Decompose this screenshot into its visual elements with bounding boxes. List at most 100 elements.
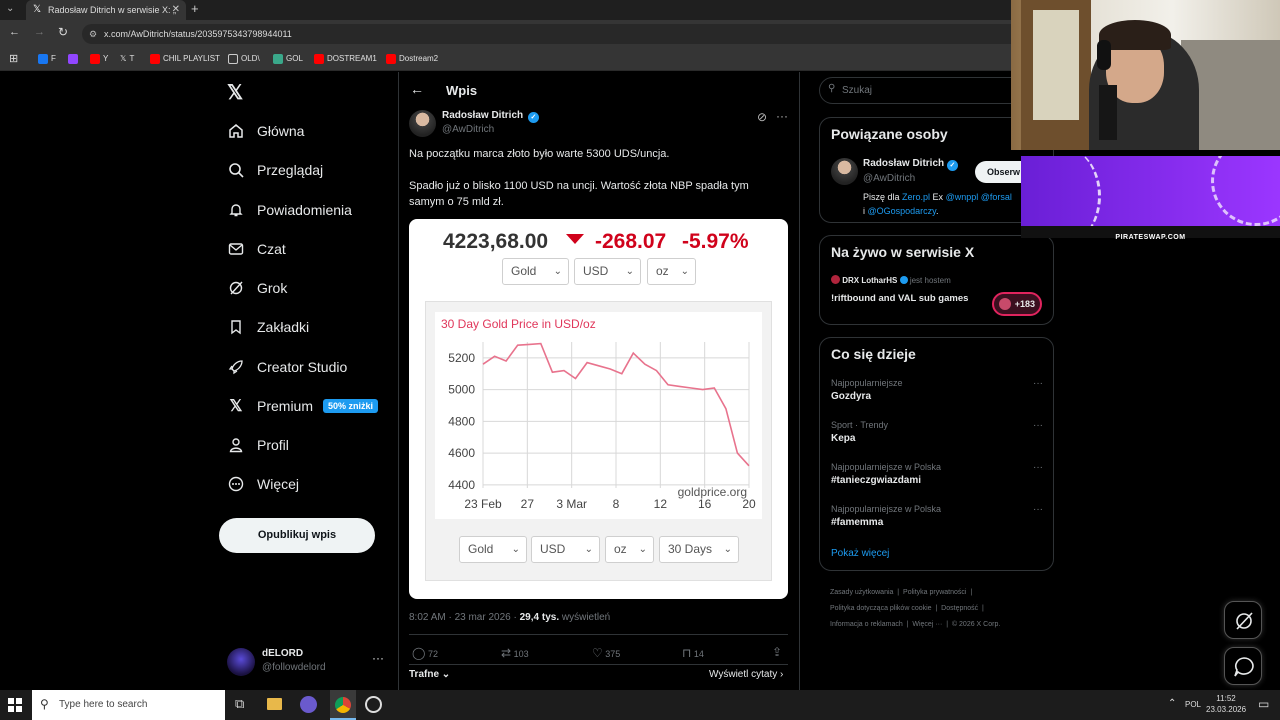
metal-select-bottom[interactable]: Gold ⌄ bbox=[459, 536, 527, 563]
grok-float-button[interactable] bbox=[1224, 601, 1262, 639]
post-timestamp[interactable]: 8:02 AM · 23 mar 2026 · bbox=[409, 612, 520, 623]
task-view-icon[interactable]: ⧉ bbox=[235, 696, 245, 711]
clock[interactable]: 11:52 23.03.2026 bbox=[1206, 693, 1246, 715]
trend-item[interactable]: Najpopularniejsze Gozdyra ··· bbox=[831, 378, 1043, 408]
bookmark-gol[interactable]: GOL bbox=[273, 47, 303, 71]
bookmark-f[interactable]: F bbox=[38, 47, 56, 71]
sidebar-item-explore[interactable]: Przeglądaj bbox=[227, 155, 323, 185]
chevron-down-icon: ⌄ bbox=[638, 544, 647, 555]
live-description[interactable]: !riftbound and VAL sub games bbox=[831, 293, 969, 304]
bookmark-twitch[interactable] bbox=[68, 47, 81, 71]
gold-price-widget[interactable]: 4223,68.00 -268.07 -5.97% Gold ⌄ USD ⌄ oz ⌄… bbox=[409, 219, 788, 599]
sidebar-item-premium[interactable]: 𝕏 Premium 50% zniżki bbox=[227, 391, 379, 421]
trend-item[interactable]: Sport · Trendy Kepa ··· bbox=[831, 420, 1043, 450]
sidebar-item-chat[interactable]: Czat bbox=[227, 234, 286, 264]
view-quotes-link[interactable]: Wyświetl cytaty › bbox=[709, 669, 784, 680]
live-listeners-badge[interactable]: +183 bbox=[992, 292, 1042, 316]
site-info-icon[interactable]: ⚙ bbox=[89, 29, 98, 39]
footer-link[interactable]: Więcej ··· bbox=[912, 621, 943, 628]
sidebar-item-creator-studio[interactable]: Creator Studio bbox=[227, 352, 347, 382]
trend-more-icon[interactable]: ··· bbox=[1033, 420, 1043, 431]
tab-list-chevron-icon[interactable]: ⌄ bbox=[6, 3, 15, 14]
forward-icon[interactable]: → bbox=[34, 26, 45, 38]
unit-select-bottom[interactable]: oz ⌄ bbox=[605, 536, 654, 563]
new-tab-icon[interactable]: + bbox=[191, 1, 199, 16]
trend-more-icon[interactable]: ··· bbox=[1033, 378, 1043, 389]
x-logo[interactable]: 𝕏 bbox=[227, 82, 244, 104]
bookmark-y[interactable]: Y bbox=[90, 47, 108, 71]
bookmark-dostream2[interactable]: Dostream2 bbox=[386, 47, 438, 71]
sort-replies-dropdown[interactable]: Trafne ⌄ bbox=[409, 669, 451, 680]
apps-grid-icon[interactable]: ⊞ bbox=[9, 53, 19, 65]
file-explorer-icon[interactable] bbox=[267, 698, 282, 710]
sidebar-item-home[interactable]: Główna bbox=[227, 116, 304, 146]
bookmark-button[interactable]: ⊓ 14 bbox=[682, 646, 704, 660]
footer-link[interactable]: Polityka dotycząca plików cookie bbox=[830, 605, 932, 612]
sidebar-item-label: Powiadomienia bbox=[257, 202, 352, 218]
bookmark-chil-playlist[interactable]: CHIL PLAYLIST bbox=[150, 47, 220, 71]
metal-select-top[interactable]: Gold ⌄ bbox=[502, 258, 569, 285]
currency-select-top[interactable]: USD ⌄ bbox=[574, 258, 641, 285]
notification-center-icon[interactable]: ▭ bbox=[1258, 697, 1270, 711]
sponsor-text: PIRATESWAP.COM bbox=[1115, 234, 1186, 241]
related-avatar[interactable] bbox=[831, 158, 858, 185]
chevron-down-icon: ⌄ bbox=[441, 669, 451, 680]
sidebar-item-notifications[interactable]: Powiadomienia bbox=[227, 195, 352, 225]
reply-button[interactable]: ◯ 72 bbox=[412, 646, 438, 660]
obs-app-icon[interactable] bbox=[300, 696, 317, 713]
footer-link[interactable]: Polityka prywatności bbox=[903, 589, 967, 596]
post-button[interactable]: Opublikuj wpis bbox=[219, 518, 375, 553]
trend-more-icon[interactable]: ··· bbox=[1033, 504, 1043, 515]
grok-explain-icon[interactable]: ⊘ bbox=[757, 110, 768, 124]
unit-select-top[interactable]: oz ⌄ bbox=[647, 258, 696, 285]
hair bbox=[1099, 20, 1171, 50]
currency-select-bottom[interactable]: USD ⌄ bbox=[531, 536, 600, 563]
bio-link[interactable]: @OGospodarczy bbox=[867, 206, 937, 216]
bookmark-old[interactable]: OLD\ bbox=[228, 47, 260, 71]
tray-chevron-icon[interactable]: ⌃ bbox=[1168, 698, 1177, 709]
sidebar-item-more[interactable]: Więcej bbox=[227, 469, 299, 499]
more-dots-icon[interactable]: ··· bbox=[372, 651, 384, 665]
bio-link[interactable]: @wnppl @forsal bbox=[945, 192, 1012, 202]
messages-float-button[interactable] bbox=[1224, 647, 1262, 685]
reload-icon[interactable]: ↻ bbox=[58, 25, 69, 39]
chevron-right-icon: › bbox=[780, 669, 784, 680]
chatgpt-app-icon[interactable] bbox=[365, 696, 382, 713]
windows-start-icon[interactable] bbox=[8, 698, 22, 712]
sidebar-item-profile[interactable]: Profil bbox=[227, 430, 289, 460]
trend-item[interactable]: Najpopularniejsze w Polska #famemma ··· bbox=[831, 504, 1043, 534]
sidebar-item-grok[interactable]: Grok bbox=[227, 273, 287, 303]
back-arrow-icon[interactable]: ← bbox=[410, 81, 424, 97]
footer-link[interactable]: Zasady użytkowania bbox=[830, 589, 894, 596]
back-icon[interactable]: ← bbox=[9, 26, 20, 38]
trend-item[interactable]: Najpopularniejsze w Polska #tanieczgwiaz… bbox=[831, 462, 1043, 492]
period-select[interactable]: 30 Days ⌄ bbox=[659, 536, 739, 563]
tab-close-icon[interactable]: ✕ bbox=[171, 4, 180, 15]
footer-link[interactable]: Informacja o reklamach bbox=[830, 621, 903, 628]
live-host-row[interactable]: DRX LotharHS jest hostem bbox=[831, 275, 951, 285]
share-icon[interactable]: ⇪ bbox=[772, 645, 783, 659]
repost-button[interactable]: ⇄ 103 bbox=[501, 646, 529, 660]
sidebar-item-bookmarks[interactable]: Zakładki bbox=[227, 312, 309, 342]
language-indicator[interactable]: POL bbox=[1185, 700, 1202, 709]
bookmark-dostream1[interactable]: DOSTREAM1 bbox=[314, 47, 377, 71]
url-bar[interactable]: ⚙ x.com/AwDitrich/status/203597534379894… bbox=[82, 24, 1022, 44]
post-more-icon[interactable]: ··· bbox=[776, 109, 788, 123]
footer-link[interactable]: Dostępność bbox=[941, 605, 979, 612]
chrome-app-icon[interactable] bbox=[330, 690, 356, 720]
like-button[interactable]: ♡ 375 bbox=[592, 646, 621, 660]
browser-tab[interactable]: 𝕏 Radosław Ditrich w serwisie X: „ ✕ bbox=[26, 0, 186, 20]
trend-more-icon[interactable]: ··· bbox=[1033, 462, 1043, 473]
related-name[interactable]: Radosław Ditrich ✓ bbox=[863, 158, 958, 171]
trend-name: #famemma bbox=[831, 517, 884, 528]
column-divider-left bbox=[398, 72, 399, 692]
taskbar-search[interactable]: ⚲ Type here to search bbox=[32, 690, 225, 720]
account-switcher[interactable]: dELORD @followdelord ··· bbox=[227, 645, 387, 679]
author-name-row[interactable]: Radosław Ditrich ✓ bbox=[442, 110, 539, 123]
search-placeholder: Szukaj bbox=[842, 85, 873, 96]
show-more-link[interactable]: Pokaż więcej bbox=[831, 548, 890, 559]
author-avatar[interactable] bbox=[409, 110, 436, 137]
search-icon: ⚲ bbox=[40, 697, 49, 711]
bio-link[interactable]: Zero.pl bbox=[902, 192, 931, 202]
